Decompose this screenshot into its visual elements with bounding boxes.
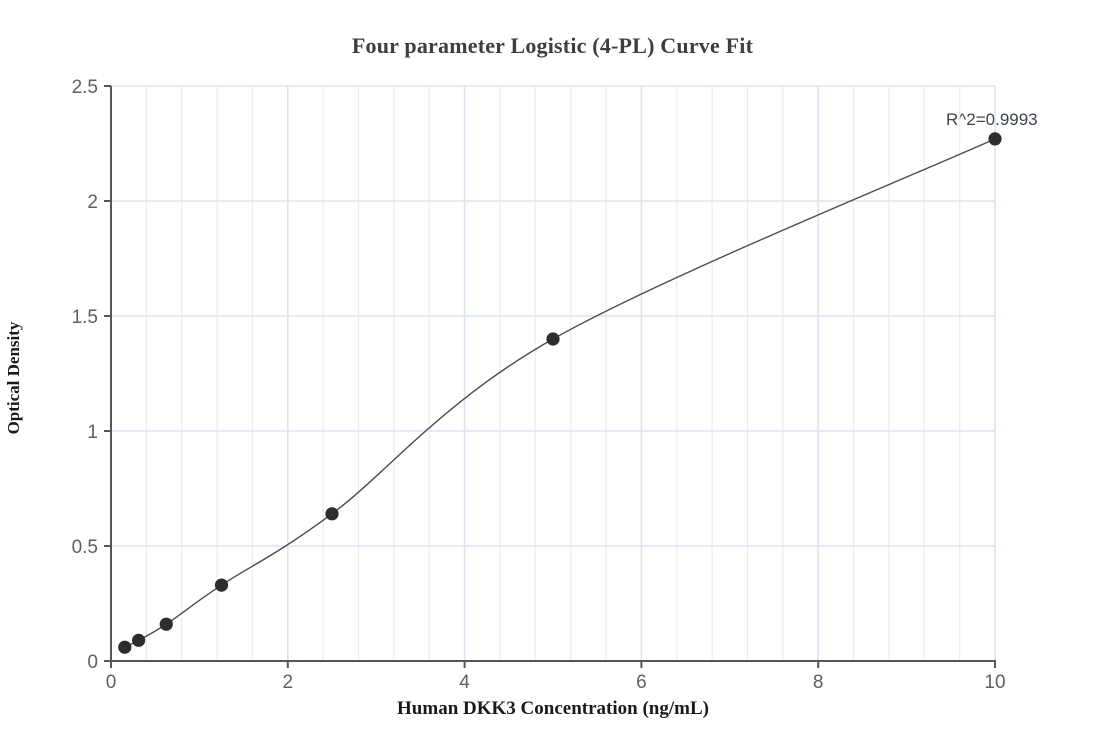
y-tick-label: 2 [87,192,98,213]
data-point [988,132,1002,146]
x-tick-label: 2 [283,672,294,693]
y-tick-label: 1 [87,422,98,443]
data-point [132,633,146,647]
x-tick-label: 8 [813,672,824,693]
axes [104,85,996,668]
y-tick-label: 1.5 [72,307,98,328]
r-squared-annotation: R^2=0.9993 [946,110,1038,129]
data-point [118,640,132,654]
x-tick-label: 0 [106,672,117,693]
x-tick-label: 6 [636,672,647,693]
y-tick-label: 0.5 [72,537,98,558]
data-point [325,507,339,521]
data-point [546,332,560,346]
grid-lines [111,85,996,661]
x-tick-label: 4 [459,672,470,693]
data-points [118,132,1002,654]
data-point [214,578,229,592]
data-point [159,617,173,631]
y-tick-label: 2.5 [72,77,98,98]
y-tick-label: 0 [87,652,98,673]
chart-title: Four parameter Logistic (4-PL) Curve Fit [351,33,754,58]
x-axis-title: Human DKK3 Concentration (ng/mL) [397,698,709,719]
tick-labels: 0 2 4 6 8 10 0 0.5 1 1.5 2 2.5 [72,77,1006,693]
fit-curve [124,138,996,648]
x-tick-label: 10 [984,672,1005,693]
